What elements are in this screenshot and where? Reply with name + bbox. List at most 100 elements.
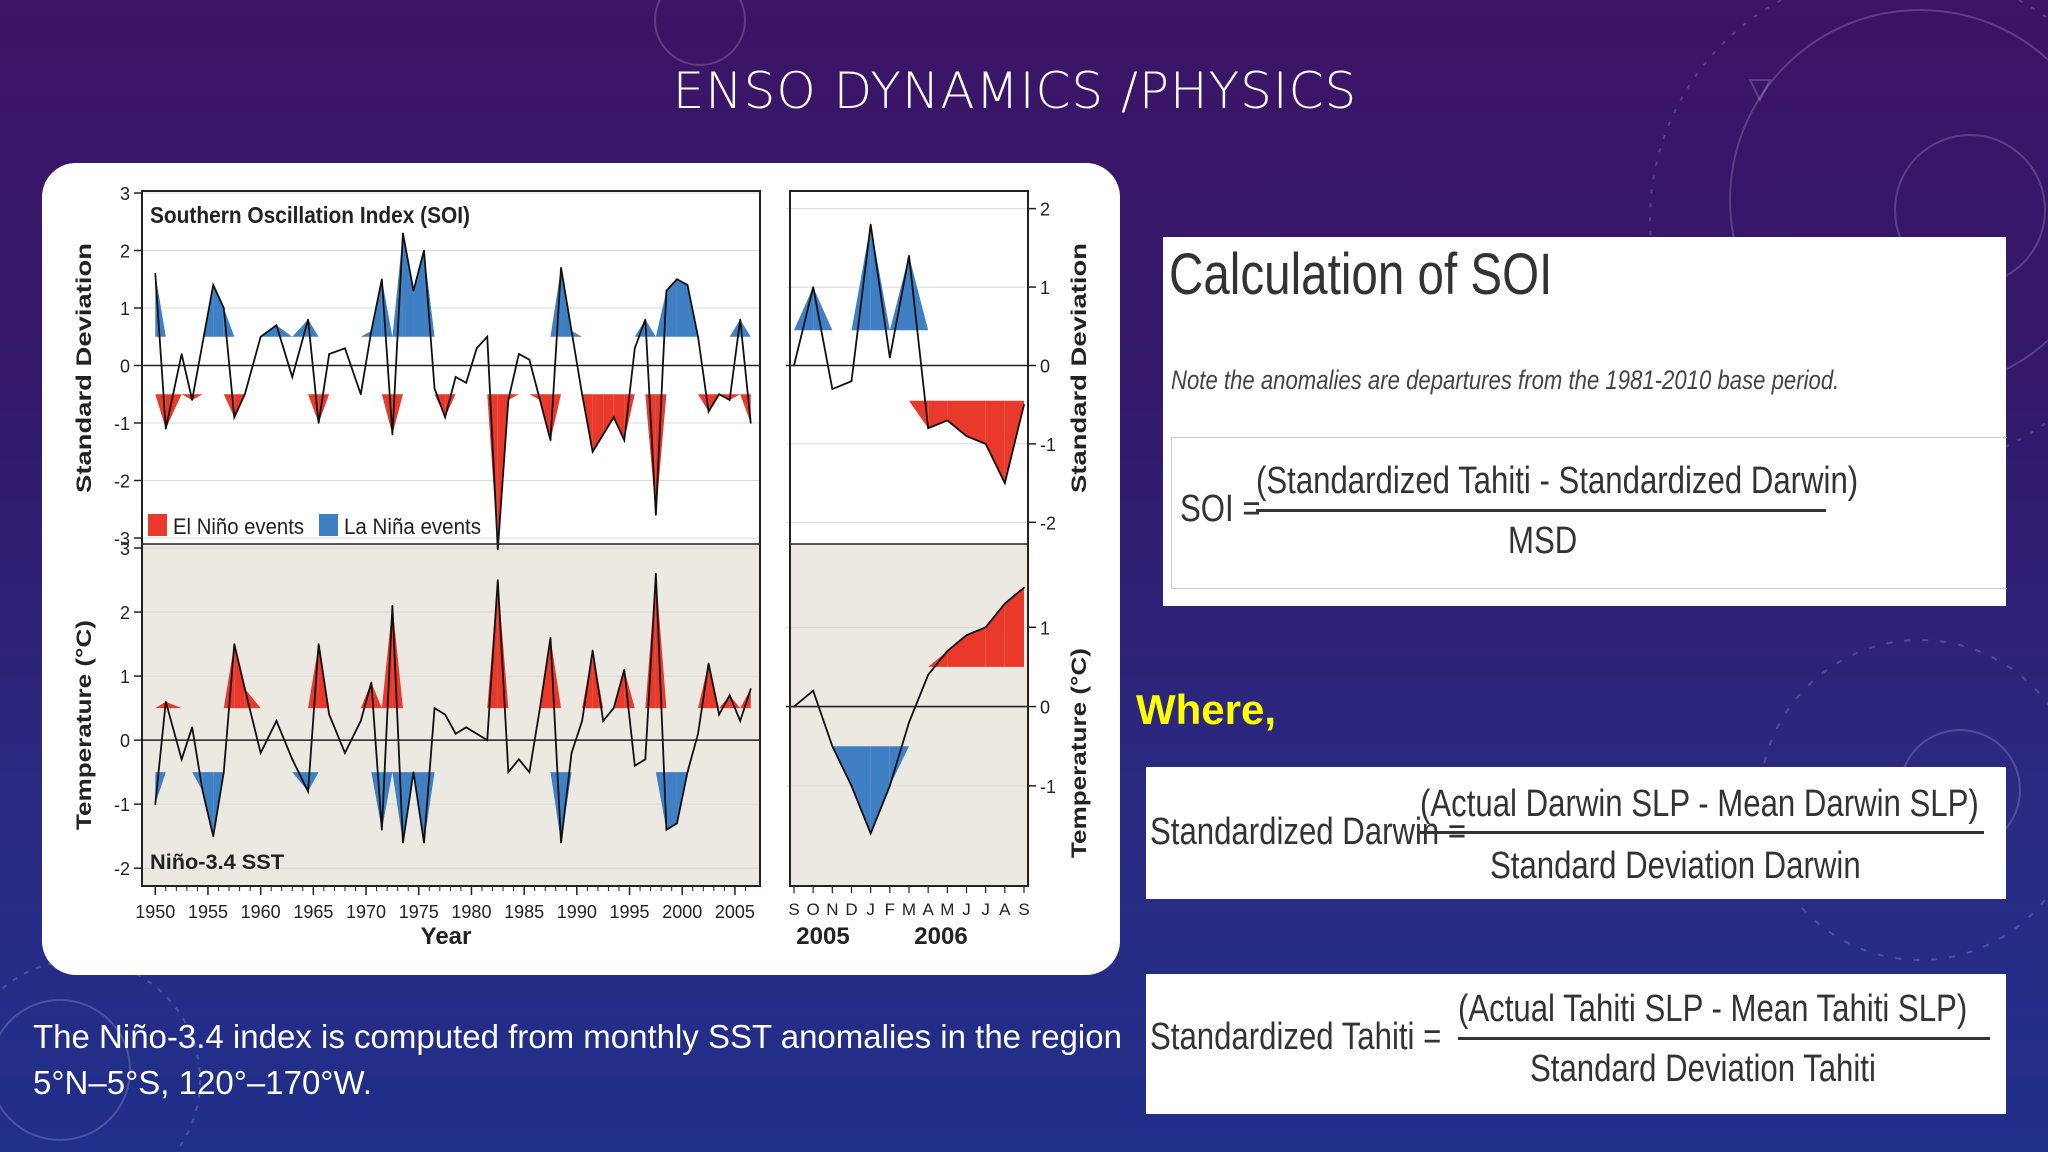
data-point: [718, 393, 720, 396]
x-tick-label: M: [940, 900, 954, 919]
data-point: [359, 393, 362, 396]
data-point: [749, 422, 752, 424]
y-tick-label: -1: [114, 795, 130, 815]
data-point: [233, 643, 236, 645]
x-tick-label: 2000: [662, 902, 702, 922]
positive-event-fill: [740, 319, 751, 337]
data-point: [423, 249, 425, 252]
legend-la-nina-label: La Niña events: [344, 514, 481, 539]
series-line: [154, 233, 752, 550]
darwin-equation-panel: Standardized Darwin = (Actual Darwin SLP…: [1146, 767, 2006, 899]
data-point: [581, 720, 583, 722]
negative-event-fill: [947, 400, 967, 437]
positive-event-fill: [392, 233, 403, 337]
data-point: [644, 318, 647, 321]
positive-event-fill: [234, 644, 245, 709]
positive-event-fill: [947, 635, 967, 667]
data-point: [486, 739, 489, 741]
data-point: [307, 790, 309, 793]
data-point: [749, 688, 752, 690]
x-tick-label: O: [807, 900, 820, 919]
positive-event-fill: [985, 603, 1005, 667]
data-point: [686, 771, 689, 773]
sst-zoom-bg: [790, 544, 1028, 886]
data-point: [465, 726, 467, 729]
data-point: [793, 705, 795, 708]
data-point: [697, 335, 699, 338]
soi-formula-lhs: SOI =: [1180, 488, 1261, 530]
slide-title: ENSO DYNAMICS /PHYSICS: [672, 62, 1358, 120]
positive-event-fill: [402, 233, 414, 337]
positive-event-fill: [571, 331, 583, 337]
data-point: [454, 376, 457, 378]
data-point: [634, 764, 636, 767]
soi-zoom-bg: [790, 191, 1028, 544]
positive-event-fill: [889, 255, 909, 331]
data-point: [602, 720, 604, 722]
data-point: [908, 721, 910, 724]
data-point: [165, 700, 167, 703]
x-tick-label: A: [922, 900, 934, 919]
data-point: [665, 289, 668, 292]
soi-calculation-panel: Calculation of SOI Note the anomalies ar…: [1163, 237, 2007, 606]
data-point: [212, 284, 215, 286]
positive-event-fill: [928, 651, 948, 667]
positive-event-fill: [655, 290, 667, 337]
x-tick-label: 1965: [293, 902, 333, 922]
darwin-formula-denominator: Standard Deviation Darwin: [1490, 845, 1861, 887]
negative-event-fill: [487, 394, 498, 550]
sst-plot-bg: [142, 544, 760, 886]
y-tick-label: -1: [114, 414, 130, 434]
negative-event-fill: [165, 394, 182, 429]
data-point: [233, 416, 236, 419]
positive-event-fill: [497, 580, 509, 709]
data-point: [549, 439, 552, 442]
data-point: [984, 626, 987, 629]
data-point: [222, 771, 225, 773]
data-point: [728, 399, 731, 401]
data-point: [454, 732, 457, 735]
data-point: [496, 548, 499, 551]
data-point: [946, 650, 949, 652]
left-frame: [141, 190, 761, 887]
soi-fraction-bar: [1256, 509, 1826, 512]
data-point: [634, 347, 636, 350]
negative-event-fill: [392, 394, 403, 435]
negative-event-fill: [181, 394, 193, 400]
positive-event-fill: [155, 701, 166, 709]
positive-event-fill: [729, 695, 741, 709]
x-tick-label: F: [885, 900, 895, 919]
enso-chart-card: 3 2 1 0 -1 -2 -3 3 2 1 0 -1 -2 1950 1955 1960 1965 1970 19…: [42, 163, 1120, 975]
data-point: [444, 416, 446, 419]
darwin-formula-numerator: (Actual Darwin SLP - Mean Darwin SLP): [1420, 783, 1979, 825]
data-point: [869, 223, 872, 226]
tahiti-formula-lhs: Standardized Tahiti =: [1150, 1016, 1442, 1058]
darwin-fraction-bar: [1420, 831, 1984, 834]
negative-event-fill: [561, 772, 572, 843]
data-point: [812, 286, 814, 288]
negative-event-fill: [851, 746, 871, 834]
data-point: [1023, 403, 1025, 406]
data-point: [869, 832, 872, 835]
data-point: [370, 681, 373, 684]
positive-event-fill: [794, 287, 814, 331]
y-tick-label: -2: [114, 859, 130, 879]
data-point: [644, 758, 647, 761]
data-point: [244, 393, 246, 396]
positive-event-fill: [909, 255, 929, 331]
soi-base-period-note: Note the anomalies are departures from t…: [1171, 365, 1840, 395]
positive-event-fill: [813, 287, 833, 331]
negative-event-fill: [603, 394, 614, 435]
data-point: [180, 353, 183, 355]
soi-formula-box: SOI = (Standardized Tahiti - Standardize…: [1171, 437, 2007, 589]
data-point: [165, 427, 167, 430]
data-point: [889, 785, 891, 787]
data-point: [344, 752, 346, 754]
positive-event-fill: [1004, 587, 1024, 667]
legend-el-nino-label: El Niño events: [173, 514, 304, 539]
x-tick-label: M: [902, 900, 916, 919]
data-point: [507, 399, 510, 401]
tahiti-formula-denominator: Standard Deviation Tahiti: [1530, 1048, 1876, 1090]
y-tick-label: 3: [120, 539, 130, 559]
negative-event-fill: [192, 394, 203, 400]
